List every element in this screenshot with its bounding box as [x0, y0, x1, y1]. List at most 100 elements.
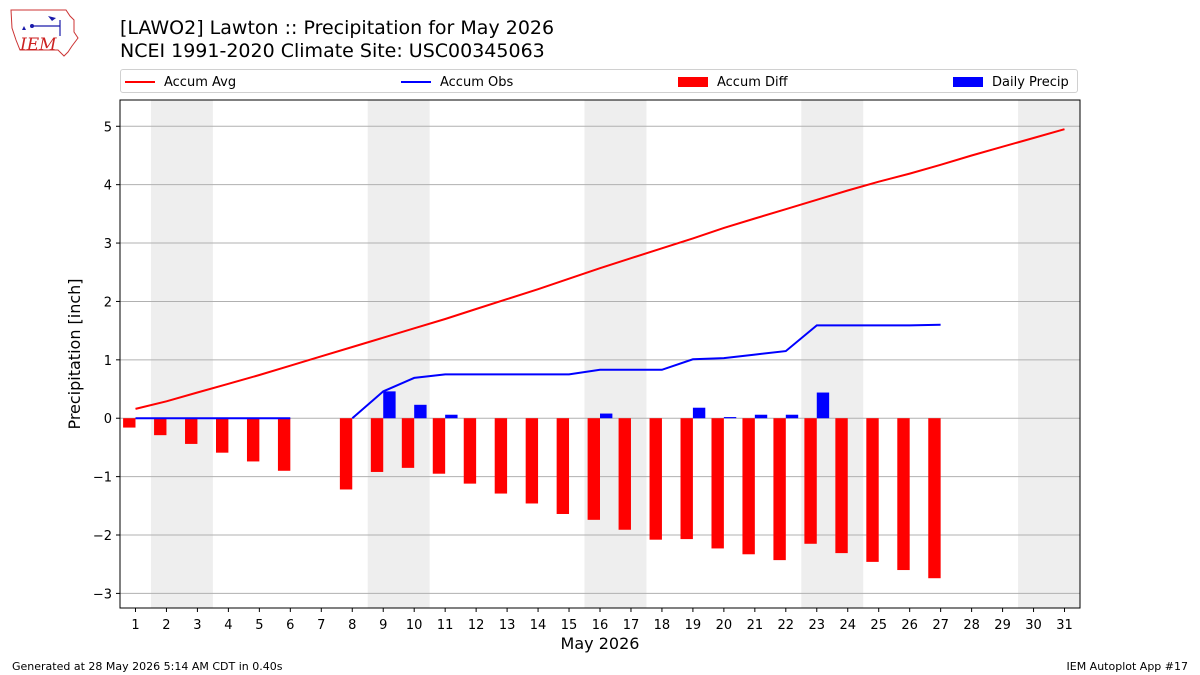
accum-diff-bar: [463, 418, 477, 484]
daily-precip-bar: [445, 414, 458, 419]
y-tick-label: 4: [104, 179, 112, 194]
x-tick-label: 21: [747, 618, 764, 633]
legend-label-accum-obs: Accum Obs: [440, 74, 514, 90]
legend-label-accum-avg: Accum Avg: [164, 74, 237, 90]
weekend-band: [367, 100, 430, 608]
accum-diff-bar: [928, 418, 941, 579]
accum-diff-bar: [525, 418, 539, 504]
y-tick-label: 1: [104, 354, 112, 369]
accum-diff-bar: [866, 418, 879, 562]
x-tick-label: 11: [437, 618, 454, 633]
x-tick-label: 24: [839, 618, 856, 633]
legend-item-daily-precip: Daily Precip: [953, 73, 1069, 91]
x-tick-label: 15: [561, 618, 578, 633]
x-tick-label: 16: [592, 618, 609, 633]
x-tick-label: 31: [1056, 618, 1073, 633]
x-tick-label: 30: [1025, 618, 1042, 633]
y-tick-label: 2: [104, 295, 112, 310]
x-tick-label: 2: [162, 618, 170, 633]
legend-swatch-accum-obs: [401, 81, 431, 83]
x-tick-label: 29: [994, 618, 1011, 633]
chart-legend: Accum Avg Accum Obs Accum Diff Daily Pre…: [120, 69, 1078, 93]
accum-diff-bar: [742, 418, 755, 555]
legend-swatch-accum-diff: [678, 77, 708, 87]
accum-obs-line: [351, 323, 941, 419]
daily-precip-bar: [785, 414, 799, 419]
x-tick-label: 5: [255, 618, 263, 633]
footer-generated-text: Generated at 28 May 2026 5:14 AM CDT in …: [12, 660, 283, 673]
accum-diff-bar: [773, 418, 786, 561]
accum-diff-bar: [401, 418, 415, 468]
accum-diff-bar: [370, 418, 384, 472]
x-tick-label: 13: [499, 618, 516, 633]
legend-item-accum-avg: Accum Avg: [125, 73, 236, 91]
iem-logo: IEM: [8, 6, 80, 58]
legend-label-daily-precip: Daily Precip: [992, 74, 1069, 90]
accum-diff-bar: [649, 418, 662, 540]
x-tick-label: 10: [406, 618, 423, 633]
weekend-band: [1018, 100, 1080, 608]
y-tick-label: −1: [93, 471, 112, 486]
daily-precip-bar: [754, 414, 768, 419]
x-tick-label: 8: [348, 618, 356, 633]
legend-swatch-daily-precip: [953, 77, 983, 87]
x-tick-label: 28: [963, 618, 980, 633]
x-tick-label: 6: [286, 618, 294, 633]
legend-item-accum-diff: Accum Diff: [678, 73, 788, 91]
accum-diff-bar: [246, 418, 260, 462]
daily-precip-bar: [383, 391, 396, 419]
x-tick-label: 19: [685, 618, 702, 633]
daily-precip-bar: [414, 404, 427, 419]
accum-diff-bar: [618, 418, 631, 530]
x-tick-label: 25: [870, 618, 887, 633]
accum-avg-line: [135, 128, 1065, 410]
accum-diff-bar: [587, 418, 600, 520]
accum-diff-bar: [556, 418, 570, 514]
accum-diff-bar: [154, 418, 167, 436]
x-tick-label: 7: [317, 618, 325, 633]
accum-diff-bar: [216, 418, 229, 453]
x-tick-label: 22: [778, 618, 795, 633]
legend-swatch-accum-avg: [125, 81, 155, 83]
weekend-band: [150, 100, 213, 608]
chart-subtitle: NCEI 1991-2020 Climate Site: USC00345063: [120, 40, 545, 62]
x-tick-label: 18: [654, 618, 671, 633]
x-tick-label: 20: [716, 618, 733, 633]
accum-diff-bar: [897, 418, 910, 571]
y-axis-label: Precipitation [inch]: [65, 278, 84, 429]
accum-diff-bar: [494, 418, 508, 494]
y-tick-label: −2: [93, 529, 112, 544]
accum-diff-bar: [680, 418, 693, 540]
plot-frame: [119, 99, 1081, 609]
accum-diff-bar: [277, 418, 291, 471]
daily-precip-bar: [723, 417, 737, 419]
x-tick-label: 27: [932, 618, 949, 633]
daily-precip-bar: [692, 407, 706, 419]
x-tick-label: 23: [809, 618, 826, 633]
x-tick-label: 3: [193, 618, 201, 633]
daily-precip-bar: [600, 413, 613, 419]
x-axis-label: May 2026: [561, 634, 640, 653]
daily-precip-bar: [816, 392, 830, 419]
y-tick-label: 5: [104, 120, 112, 135]
x-tick-label: 14: [530, 618, 547, 633]
x-tick-label: 12: [468, 618, 485, 633]
legend-label-accum-diff: Accum Diff: [717, 74, 788, 90]
accum-diff-bar: [835, 418, 848, 554]
accum-diff-bar: [711, 418, 724, 549]
y-tick-label: 0: [104, 412, 112, 427]
x-tick-label: 4: [224, 618, 232, 633]
chart-title: [LAWO2] Lawton :: Precipitation for May …: [120, 17, 555, 39]
x-tick-label: 9: [379, 618, 387, 633]
logo-text: IEM: [19, 35, 57, 55]
accum-diff-bar: [804, 418, 817, 544]
y-tick-label: −3: [93, 587, 112, 602]
footer-app-text: IEM Autoplot App #17: [1066, 660, 1189, 673]
x-tick-label: 17: [623, 618, 640, 633]
accum-diff-bar: [123, 418, 136, 428]
accum-diff-bar: [339, 418, 353, 490]
x-tick-label: 1: [131, 618, 139, 633]
weekend-band: [584, 100, 647, 608]
accum-diff-bar: [432, 418, 446, 474]
